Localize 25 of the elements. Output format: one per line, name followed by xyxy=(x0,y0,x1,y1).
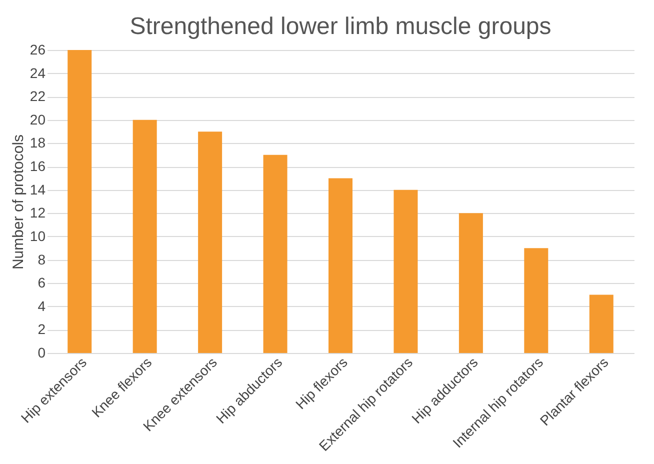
bar xyxy=(132,120,157,353)
y-tick-label: 12 xyxy=(30,204,46,221)
bar xyxy=(394,190,418,353)
y-tick-label: 4 xyxy=(38,298,46,314)
y-tick-label: 6 xyxy=(38,274,46,291)
bar xyxy=(524,248,548,353)
y-tick-label: 2 xyxy=(38,321,46,338)
bar xyxy=(589,294,614,353)
y-tick-label: 22 xyxy=(30,88,46,104)
chart-title: Strengthened lower limb muscle groups xyxy=(130,13,552,40)
y-tick-label: 24 xyxy=(30,64,46,81)
bar xyxy=(263,154,288,353)
y-axis-title: Number of protocols xyxy=(10,134,27,270)
y-tick-label: 18 xyxy=(30,134,46,151)
y-tick-label: 14 xyxy=(30,181,46,198)
y-tick-label: 0 xyxy=(38,344,46,360)
bar xyxy=(458,213,483,353)
y-tick-label: 10 xyxy=(30,228,46,244)
bar xyxy=(328,178,352,353)
y-tick-label: 26 xyxy=(30,42,46,58)
bar xyxy=(198,132,222,353)
y-tick-label: 16 xyxy=(30,158,46,174)
y-tick-label: 20 xyxy=(30,111,46,128)
bar xyxy=(68,50,92,353)
y-tick-label: 8 xyxy=(38,251,46,268)
